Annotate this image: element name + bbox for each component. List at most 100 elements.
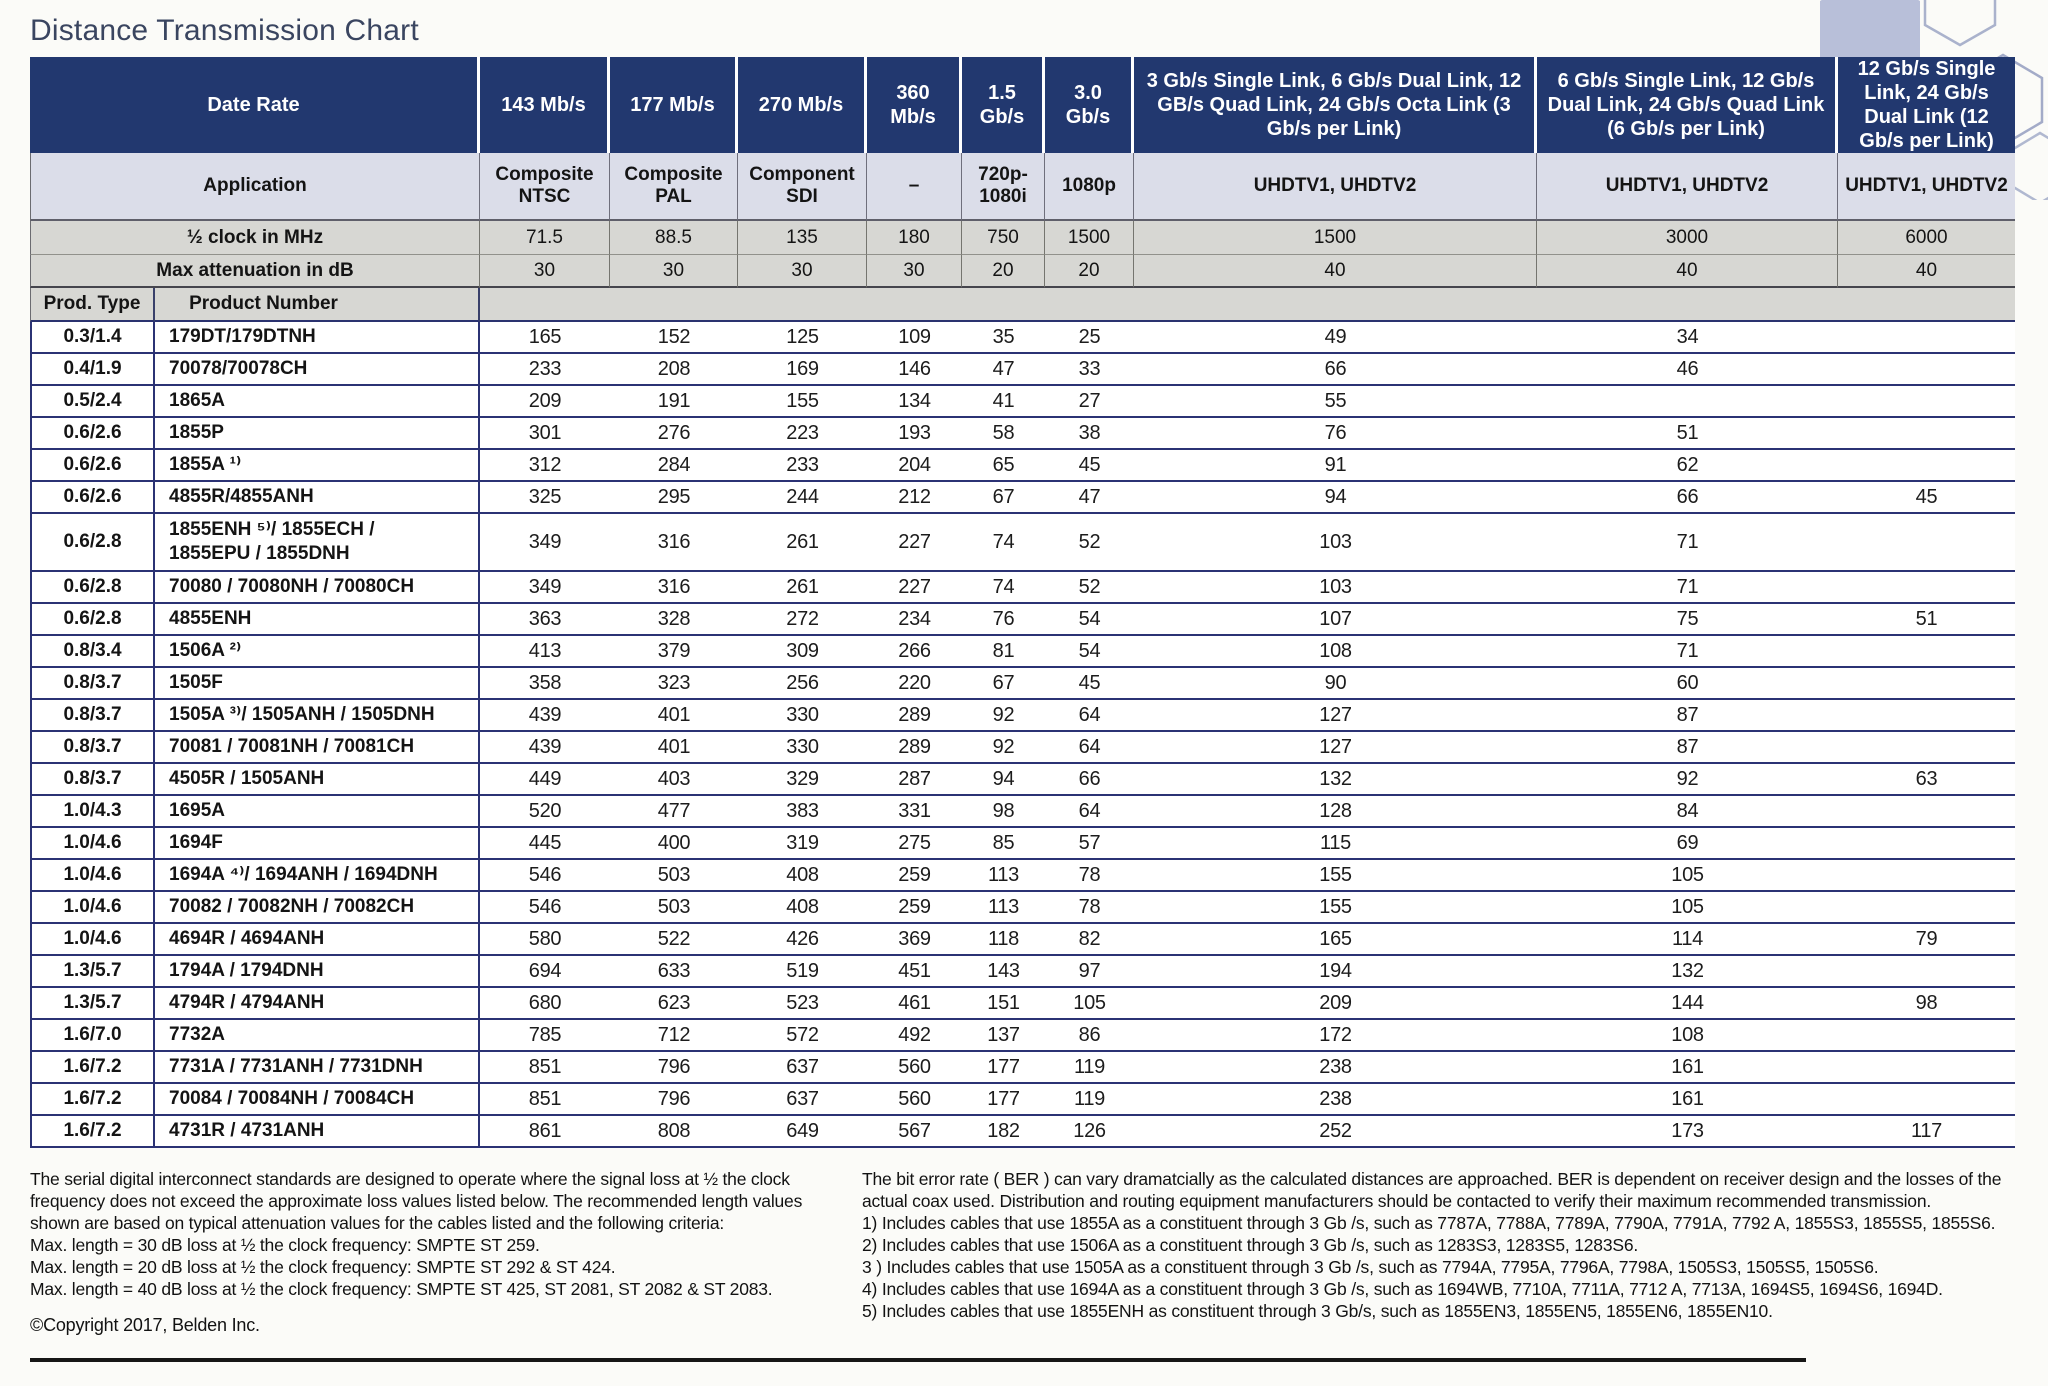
prod-type-cell: 0.8/3.7 [30,700,155,732]
distance-value: 363 [480,604,610,636]
product-number-cell: 1855ENH ⁵⁾/ 1855ECH / 1855EPU / 1855DNH [155,514,480,572]
application-value: UHDTV1, UHDTV2 [1134,153,1537,221]
distance-value: 134 [867,386,962,418]
product-number-cell: 4505R / 1505ANH [155,764,480,796]
rate-col-header: 12 Gb/s Single Link, 24 Gb/s Dual Link (… [1838,57,2015,153]
distance-value: 449 [480,764,610,796]
application-value: 720p-1080i [962,153,1045,221]
max-atten-value: 20 [962,255,1045,288]
distance-value: 87 [1537,700,1838,732]
distance-value: 109 [867,322,962,354]
distance-value: 45 [1045,668,1134,700]
distance-value: 169 [738,354,867,386]
distance-value: 113 [962,892,1045,924]
distance-value: 38 [1045,418,1134,450]
distance-value: 227 [867,572,962,604]
application-label: Application [30,153,480,221]
distance-value: 309 [738,636,867,668]
distance-value: 633 [610,956,738,988]
half-clock-value: 750 [962,221,1045,255]
distance-value: 151 [962,988,1045,1020]
distance-value: 85 [962,828,1045,860]
distance-value: 329 [738,764,867,796]
rate-col-header: 143 Mb/s [480,57,610,153]
hexagon-outline-3 [2008,131,2048,200]
distance-value: 117 [1838,1116,2015,1148]
distance-value: 66 [1134,354,1537,386]
distance-value: 272 [738,604,867,636]
distance-value: 289 [867,700,962,732]
distance-value: 244 [738,482,867,514]
prod-type-cell: 0.8/3.7 [30,732,155,764]
max-atten-value: 30 [738,255,867,288]
distance-value: 165 [1134,924,1537,956]
distance-value: 461 [867,988,962,1020]
application-value: Composite NTSC [480,153,610,221]
prod-type-cell: 0.6/2.6 [30,418,155,450]
distance-value: 408 [738,892,867,924]
distance-value: 349 [480,514,610,572]
half-clock-value: 88.5 [610,221,738,255]
distance-value: 426 [738,924,867,956]
distance-value: 316 [610,514,738,572]
distance-value: 119 [1045,1084,1134,1116]
distance-value: 316 [610,572,738,604]
distance-value: 49 [1134,322,1537,354]
distance-value: 64 [1045,732,1134,764]
distance-value: 62 [1537,450,1838,482]
distance-value: 383 [738,796,867,828]
distance-value: 66 [1537,482,1838,514]
footnote-line: 3 ) Includes cables that use 1505A as a … [862,1257,1879,1277]
product-number-cell: 70084 / 70084NH / 70084CH [155,1084,480,1116]
distance-value: 45 [1045,450,1134,482]
distance-value: 94 [1134,482,1537,514]
product-number-cell: 1695A [155,796,480,828]
prod-type-cell: 0.8/3.4 [30,636,155,668]
distance-value: 92 [962,700,1045,732]
footnote-left-lines: The serial digital interconnect standard… [30,1168,838,1300]
distance-value: 71 [1537,514,1838,572]
distance-value: 105 [1537,860,1838,892]
prod-type-cell: 0.6/2.8 [30,572,155,604]
prod-type-cell: 1.6/7.2 [30,1084,155,1116]
distance-value: 649 [738,1116,867,1148]
distance-value: 60 [1537,668,1838,700]
distance-value: 78 [1045,860,1134,892]
distance-value: 71 [1537,636,1838,668]
distance-value: 132 [1134,764,1537,796]
rate-col-header: 3 Gb/s Single Link, 6 Gb/s Dual Link, 12… [1134,57,1537,153]
product-number-cell: 4731R / 4731ANH [155,1116,480,1148]
distance-value: 204 [867,450,962,482]
distance-value: 78 [1045,892,1134,924]
distance-value: 76 [962,604,1045,636]
distance-value: 323 [610,668,738,700]
distance-value: 369 [867,924,962,956]
distance-value: 173 [1537,1116,1838,1148]
distance-value: 191 [610,386,738,418]
distance-value [1838,700,2015,732]
distance-value: 295 [610,482,738,514]
distance-value: 65 [962,450,1045,482]
application-value: Composite PAL [610,153,738,221]
distance-value: 79 [1838,924,2015,956]
distance-value: 27 [1045,386,1134,418]
product-number-cell: 1794A / 1794DNH [155,956,480,988]
rate-col-header: 3.0 Gb/s [1045,57,1134,153]
distance-value: 276 [610,418,738,450]
prod-type-cell: 0.6/2.6 [30,482,155,514]
distance-value: 54 [1045,636,1134,668]
distance-value: 105 [1537,892,1838,924]
distance-value: 259 [867,860,962,892]
distance-value: 92 [962,732,1045,764]
prod-type-cell: 0.6/2.8 [30,604,155,636]
footnote-right: The bit error rate ( BER ) can vary dram… [862,1168,2028,1322]
footnote-left: The serial digital interconnect standard… [30,1168,838,1336]
distance-value: 47 [1045,482,1134,514]
prod-type-cell: 1.0/4.3 [30,796,155,828]
distance-value: 115 [1134,828,1537,860]
footnote-line: 1) Includes cables that use 1855A as a c… [862,1213,1996,1233]
footnote-line: Max. length = 20 dB loss at ½ the clock … [30,1257,616,1277]
distance-value [1838,956,2015,988]
distance-value: 51 [1537,418,1838,450]
footnote-line: 5) Includes cables that use 1855ENH as c… [862,1301,1773,1321]
